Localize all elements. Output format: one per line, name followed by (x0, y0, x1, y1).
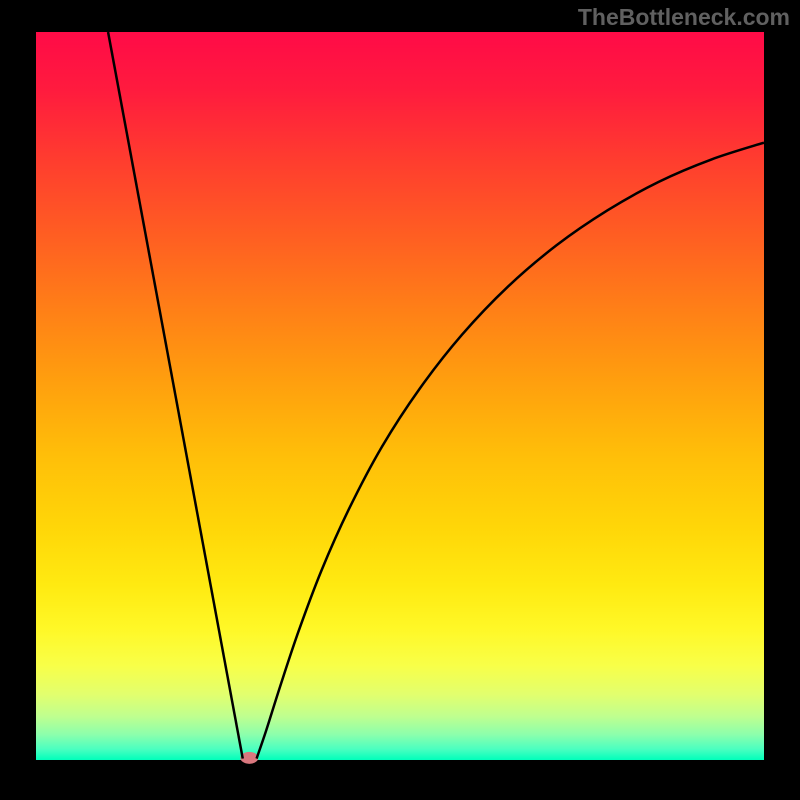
chart-container: TheBottleneck.com (0, 0, 800, 800)
plot-background (36, 32, 764, 760)
watermark-text: TheBottleneck.com (578, 4, 790, 31)
bottleneck-chart (0, 0, 800, 800)
